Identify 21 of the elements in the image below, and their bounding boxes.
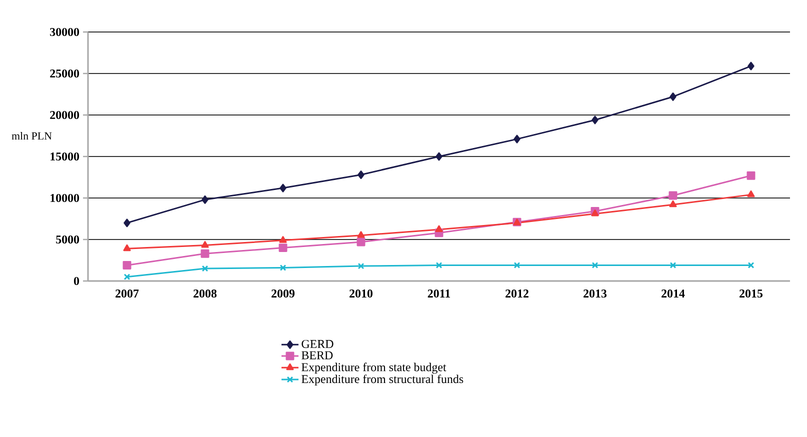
y-tick-label: 20000 xyxy=(50,110,80,120)
x-tick-label: 2012 xyxy=(506,290,528,298)
x-tick-label: 2014 xyxy=(662,290,685,298)
y-tick-label: 25000 xyxy=(50,69,80,78)
y-tick-label: 0 xyxy=(74,276,80,286)
legend-label: Expenditure from structural funds xyxy=(302,374,464,386)
x-tick-label: 2007 xyxy=(116,290,139,298)
y-tick-label: 30000 xyxy=(50,28,80,36)
legend-label: BERD xyxy=(302,351,333,360)
x-tick-label: 2009 xyxy=(272,290,295,298)
x-tick-label: 2010 xyxy=(350,290,372,298)
y-axis-title: mln PLN xyxy=(12,132,52,140)
legend-label: GERD xyxy=(302,340,334,348)
y-tick-label: 15000 xyxy=(50,152,80,161)
y-tick-label: 10000 xyxy=(50,194,80,202)
x-tick-label: 2011 xyxy=(428,290,450,298)
legend-label: Expenditure from state budget xyxy=(302,362,446,374)
y-tick-label: 5000 xyxy=(56,235,80,244)
x-tick-label: 2015 xyxy=(740,290,763,298)
x-tick-label: 2008 xyxy=(194,290,217,298)
x-tick-label: 2013 xyxy=(584,290,607,298)
